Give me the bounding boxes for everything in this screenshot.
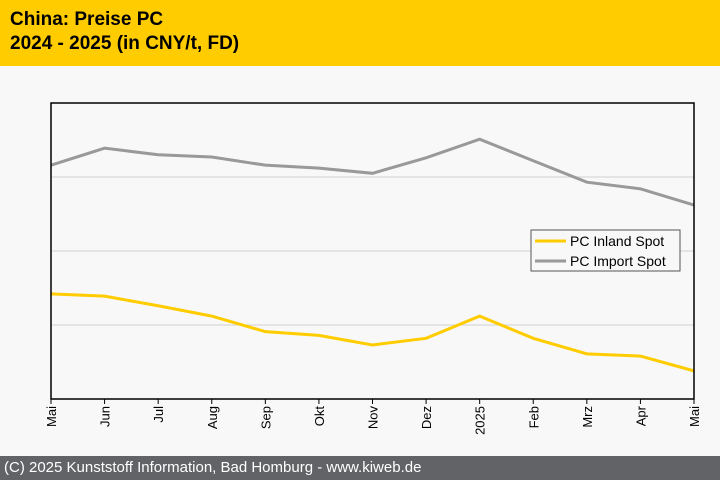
x-tick-label: Mai [687, 406, 702, 427]
x-tick-label: Mai [44, 406, 59, 427]
chart-subtitle: 2024 - 2025 (in CNY/t, FD) [10, 33, 240, 54]
series-line-inland [50, 292, 695, 373]
x-tick-label: Okt [312, 406, 327, 427]
x-tick-label: Dez [419, 406, 434, 429]
x-tick-label: Mrz [580, 406, 595, 428]
legend-box [530, 229, 681, 272]
series-lines [50, 137, 695, 373]
copyright-text: (C) 2025 Kunststoff Information, Bad Hom… [4, 459, 422, 476]
x-tick-label: Apr [633, 405, 648, 426]
series-line-import [50, 137, 695, 207]
x-tick-label: Feb [526, 406, 541, 428]
footer: (C) 2025 Kunststoff Information, Bad Hom… [0, 456, 720, 480]
x-tick-label: Jun [98, 406, 113, 427]
x-tick-label: Jul [151, 406, 166, 423]
chart-header: China: Preise PC 2024 - 2025 (in CNY/t, … [0, 0, 720, 66]
legend-label-import: PC Import Spot [570, 253, 666, 269]
legend: PC Inland Spot PC Import Spot [530, 229, 681, 272]
x-axis: Mai Jun Jul Aug Sep Okt Nov Dez 2025 Feb Mrz Apr Mai [44, 399, 702, 435]
x-tick-label: 2025 [473, 406, 488, 435]
x-tick-label: Sep [258, 406, 273, 429]
x-tick-label: Aug [205, 406, 220, 429]
x-tick-label: Nov [366, 406, 381, 430]
legend-label-inland: PC Inland Spot [570, 233, 664, 249]
chart-title: China: Preise PC [10, 9, 164, 30]
